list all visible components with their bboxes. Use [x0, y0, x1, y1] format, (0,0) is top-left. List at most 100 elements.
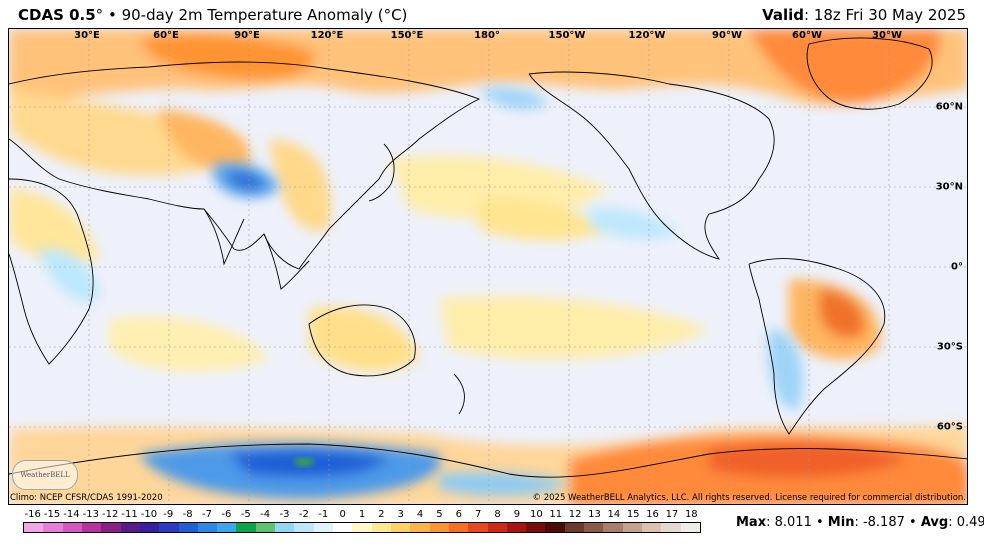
- india-coast: [203, 208, 245, 266]
- color-legend-label: -16: [24, 509, 41, 520]
- color-legend-label: -13: [82, 509, 99, 520]
- color-swatch: [564, 523, 585, 532]
- color-legend-label: 17: [665, 509, 679, 520]
- color-legend-label: 7: [475, 509, 482, 520]
- cold-anomaly-weddell: [439, 472, 569, 496]
- africa-coast: [9, 178, 94, 365]
- color-legend-label: -10: [140, 509, 158, 520]
- field-stats: Max: 8.011 • Min: -8.187 • Avg: 0.493: [736, 515, 984, 530]
- min-label: Min: [827, 515, 855, 530]
- cold-anomaly-east-pacific: [589, 208, 679, 240]
- color-swatch: [487, 523, 507, 532]
- color-swatch: [622, 523, 642, 532]
- color-legend-label: -2: [298, 509, 309, 520]
- color-swatch: [197, 523, 218, 532]
- color-swatch: [642, 523, 662, 532]
- graticule: [9, 29, 967, 504]
- color-swatch: [139, 523, 160, 532]
- color-swatch: [81, 523, 102, 532]
- color-legend: -16 -15 -14 -13 -12 -11 -10 -9 -8 -7 -6 -5 -4 -3 -2 -1 0…: [23, 509, 701, 534]
- lon-label-150e: 150°E: [390, 30, 424, 41]
- lon-label-180: 180°: [474, 30, 500, 41]
- warm-anomaly-north-africa: [9, 189, 99, 263]
- warm-anomaly-pacific-north: [389, 155, 609, 220]
- color-legend-label: -12: [101, 509, 119, 520]
- color-legend-label: -8: [182, 509, 193, 520]
- max-label: Max: [736, 515, 767, 530]
- logo-text: WeatherBELL: [20, 471, 70, 479]
- lat-label-60s: 60°S: [936, 421, 963, 433]
- color-legend-label: -3: [279, 509, 290, 520]
- indochina-coast: [263, 233, 310, 290]
- color-swatch: [333, 523, 353, 532]
- lon-label-120w: 120°W: [628, 30, 666, 41]
- lon-label-30w: 30°W: [872, 30, 902, 41]
- color-swatch: [217, 523, 237, 532]
- lon-label-90w: 90°W: [712, 30, 742, 41]
- valid-time: Valid: 18z Fri 30 May 2025: [762, 6, 966, 24]
- color-swatch: [410, 523, 430, 532]
- cold-anomaly-south-africa: [39, 248, 99, 302]
- lon-label-90e: 90°E: [234, 30, 260, 41]
- warm-anomaly-indian-ocean: [109, 316, 269, 372]
- color-legend-label: -6: [221, 509, 232, 520]
- avg-label: Avg: [920, 515, 949, 530]
- color-legend-label: 5: [436, 509, 443, 520]
- warm-anomaly-siberia: [139, 33, 315, 80]
- lat-label-30n: 30°N: [935, 181, 963, 193]
- nz-coast: [453, 373, 465, 415]
- lon-label-150w: 150°W: [548, 30, 586, 41]
- color-swatch: [390, 523, 411, 532]
- color-legend-label: 9: [513, 509, 521, 520]
- warm-anomaly-pacific-subtrop: [479, 198, 609, 241]
- color-legend-label: 12: [568, 509, 582, 520]
- stats-sep-2: •: [909, 515, 917, 530]
- color-swatch: [584, 523, 604, 532]
- lat-label-equator: 0°: [951, 261, 963, 273]
- color-legend-bar: [23, 522, 701, 533]
- greenland-coast: [806, 37, 933, 110]
- valid-label: Valid: [762, 6, 804, 24]
- color-swatch: [468, 523, 488, 532]
- color-legend-labels: -16 -15 -14 -13 -12 -11 -10 -9 -8 -7 -6 -5 -4 -3 -2 -1 0…: [23, 509, 701, 522]
- color-swatch: [680, 523, 700, 532]
- warm-anomaly-east-asia: [269, 139, 331, 231]
- color-swatch: [545, 523, 565, 532]
- color-legend-label: -7: [202, 509, 213, 520]
- color-swatch: [255, 523, 276, 532]
- color-legend-label: -1: [318, 509, 329, 520]
- climo-note: Climo: NCEP CFSR/CDAS 1991-2020: [10, 493, 163, 503]
- color-legend-label: 10: [529, 509, 543, 520]
- color-swatch: [275, 523, 295, 532]
- color-swatch: [24, 523, 44, 532]
- map-title: CDAS 0.5° • 90-day 2m Temperature Anomal…: [18, 6, 407, 24]
- weatherbell-logo: WeatherBELL: [12, 460, 78, 490]
- warm-anomaly-australia: [309, 306, 419, 372]
- color-legend-label: 1: [358, 509, 366, 520]
- lon-label-60e: 60°E: [153, 30, 179, 41]
- south-america-coast: [748, 258, 886, 435]
- color-swatch: [313, 523, 333, 532]
- color-legend-label: 8: [494, 509, 501, 520]
- warm-anomaly-south-america-core: [819, 289, 865, 338]
- cold-anomaly-min-spot: [294, 458, 314, 466]
- lon-label-120e: 120°E: [310, 30, 344, 41]
- eurasia-coast: [9, 61, 481, 270]
- color-legend-label: 16: [646, 509, 659, 520]
- color-swatch: [661, 523, 681, 532]
- color-legend-label: -15: [43, 509, 61, 520]
- japan-coast: [368, 143, 395, 202]
- color-legend-label: 0: [339, 509, 346, 520]
- color-swatch: [448, 523, 469, 532]
- avg-value: : 0.493: [948, 515, 984, 530]
- model-name: CDAS 0.5: [18, 6, 96, 24]
- color-legend-label: 2: [378, 509, 385, 520]
- stats-sep-1: •: [815, 515, 824, 530]
- color-swatch: [101, 523, 121, 532]
- model-degree: °: [95, 6, 104, 24]
- color-legend-label: -14: [63, 509, 80, 520]
- color-legend-label: 15: [626, 509, 640, 520]
- product-name: 90-day 2m Temperature Anomaly (°C): [121, 6, 408, 24]
- color-swatch: [371, 523, 391, 532]
- color-swatch: [603, 523, 623, 532]
